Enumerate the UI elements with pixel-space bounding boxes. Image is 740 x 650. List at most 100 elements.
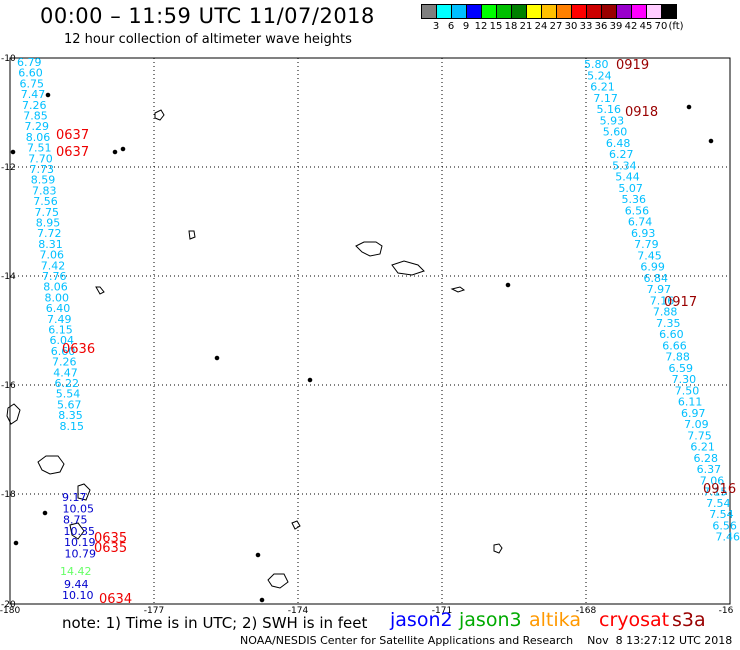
latitude-label: -20 [1, 600, 16, 610]
graticule [10, 58, 730, 604]
wave-height-value: 7.75 [687, 429, 712, 442]
color-swatch [436, 4, 452, 19]
wave-height-value: 8.35 [58, 409, 83, 422]
color-scale-label: 12 [474, 21, 488, 32]
wave-height-values: 6.796.606.757.477.267.857.298.067.517.70… [17, 56, 740, 602]
pass-time-label: 0918 [625, 105, 658, 120]
islet [10, 149, 16, 155]
islet [214, 355, 220, 361]
wave-height-value: 7.26 [22, 99, 47, 112]
island-outline [291, 520, 301, 530]
color-scale-label: (ft) [668, 21, 684, 32]
island-outline [450, 286, 466, 293]
wave-height-value: 7.56 [33, 195, 58, 208]
pass-time-label: 0636 [62, 342, 95, 357]
color-scale-legend: 3 6 9 12 15 18 21 24 27 30 33 36 39 42 45 70 (ft) [421, 4, 684, 33]
color-swatch [661, 4, 677, 19]
color-swatch [496, 4, 512, 19]
wave-height-value: 5.60 [603, 126, 628, 139]
wave-height-value: 5.34 [612, 159, 637, 172]
wave-height-value: 5.93 [600, 114, 625, 127]
map-frame [9, 57, 731, 605]
wave-height-value: 8.06 [26, 131, 51, 144]
island-outline [154, 109, 165, 121]
color-swatch [466, 4, 482, 19]
wave-height-value: 7.51 [27, 142, 52, 155]
wave-height-value: 7.88 [665, 351, 690, 364]
wave-height-value: 8.06 [43, 281, 68, 294]
island-outline [6, 403, 21, 425]
color-swatch [586, 4, 602, 19]
islet [259, 597, 265, 603]
wave-height-value: 8.31 [38, 238, 63, 251]
wave-height-value: 7.16 [650, 294, 675, 307]
color-scale-label: 6 [447, 21, 455, 32]
wave-height-value: 9.44 [64, 578, 89, 591]
footer-credit: NOAA/NESDIS Center for Satellite Applica… [240, 634, 733, 647]
wave-height-value: 8.59 [31, 174, 56, 187]
wave-height-value: 6.11 [678, 396, 703, 409]
islet [255, 552, 261, 558]
wave-height-value: 6.27 [609, 148, 634, 161]
wave-height-value: 7.06 [700, 474, 725, 487]
color-scale-label: 18 [504, 21, 518, 32]
wave-height-value: 7.83 [32, 184, 57, 197]
wave-height-value: 10.05 [63, 502, 95, 515]
latitude-label: -16 [1, 381, 16, 391]
pass-time-label: 0635 [94, 541, 127, 556]
color-swatch [601, 4, 617, 19]
color-swatch [421, 4, 437, 19]
wave-height-value: 7.06 [40, 249, 65, 262]
wave-height-value: 10.19 [64, 536, 96, 549]
wave-height-value: 7.46 [715, 531, 740, 544]
color-scale-label: 30 [564, 21, 578, 32]
wave-height-value: 7.09 [684, 418, 709, 431]
wave-height-value: 7.88 [653, 306, 678, 319]
map-title: 00:00 – 11:59 UTC 11/07/2018 [40, 4, 375, 28]
wave-height-value: 6.97 [681, 407, 706, 420]
island-outline [493, 543, 503, 554]
wave-height-value: 7.35 [656, 317, 681, 330]
longitude-label: -171 [432, 606, 452, 616]
footer-note: note: 1) Time is in UTC; 2) SWH is in fe… [62, 614, 368, 632]
wave-height-value: 10.79 [65, 548, 97, 561]
island-outline [37, 455, 65, 475]
wave-height-value: 5.44 [615, 171, 640, 184]
color-scale-label: 15 [489, 21, 503, 32]
wave-height-value: 5.16 [597, 103, 622, 116]
island-outline [95, 286, 105, 295]
wave-height-value: 7.70 [28, 152, 53, 165]
wave-height-value: 10.35 [64, 525, 96, 538]
wave-height-value: 7.29 [25, 120, 50, 133]
wave-height-value: 8.75 [63, 514, 88, 527]
wave-height-value: 7.42 [41, 259, 66, 272]
wave-height-value: 5.54 [56, 388, 81, 401]
wave-height-value: 6.74 [628, 216, 653, 229]
wave-height-value: 7.26 [52, 356, 77, 369]
wave-height-value: 7.45 [637, 249, 662, 262]
wave-height-value: 6.37 [697, 463, 722, 476]
map-subtitle: 12 hour collection of altimeter wave hei… [64, 32, 352, 47]
satellite-jason3: jason3 [459, 609, 522, 631]
longitude-label: -180 [0, 606, 20, 616]
wave-height-value: 7.75 [35, 206, 60, 219]
wave-height-value: 8.00 [45, 291, 70, 304]
latitude-label: -14 [1, 272, 16, 282]
wave-height-value: 6.60 [51, 345, 76, 358]
islet [13, 540, 19, 546]
island-outline [77, 483, 91, 501]
color-swatch [571, 4, 587, 19]
island-outline [188, 230, 196, 240]
color-scale-label: 27 [549, 21, 563, 32]
wave-height-value: 6.21 [590, 81, 615, 94]
color-swatch [556, 4, 572, 19]
color-scale-label: 3 [432, 21, 440, 32]
wave-height-value: 6.56 [625, 204, 650, 217]
wave-height-value: 5.80 [584, 58, 609, 71]
color-swatch [541, 4, 557, 19]
latitude-label: -12 [1, 163, 16, 173]
wave-height-value: 7.49 [47, 313, 72, 326]
pass-time-label: 0916 [703, 482, 736, 497]
wave-height-value: 7.47 [21, 88, 46, 101]
